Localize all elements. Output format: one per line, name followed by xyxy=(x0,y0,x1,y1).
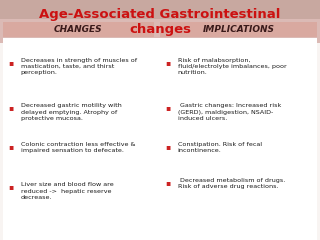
FancyBboxPatch shape xyxy=(0,0,320,19)
Text: ▪: ▪ xyxy=(165,58,170,66)
Text: ▪: ▪ xyxy=(8,142,13,151)
Text: Gastric changes: Increased risk
(GERD), maldigestion, NSAID-
induced ulcers.: Gastric changes: Increased risk (GERD), … xyxy=(178,103,281,121)
Text: Age-Associated Gastrointestinal: Age-Associated Gastrointestinal xyxy=(39,8,281,21)
Text: Colonic contraction less effective &
impaired sensation to defecate.: Colonic contraction less effective & imp… xyxy=(21,142,135,153)
Text: ▪: ▪ xyxy=(165,103,170,112)
Text: ▪: ▪ xyxy=(8,58,13,66)
Text: ▪: ▪ xyxy=(8,103,13,112)
Text: Decreased gastric motility with
delayed emptying. Atrophy of
protective mucosa.: Decreased gastric motility with delayed … xyxy=(21,103,122,121)
Text: Liver size and blood flow are
reduced ->  hepatic reserve
decrease.: Liver size and blood flow are reduced ->… xyxy=(21,182,114,200)
Text: Decreased metabolism of drugs.
Risk of adverse drug reactions.: Decreased metabolism of drugs. Risk of a… xyxy=(178,178,285,189)
Text: Constipation. Risk of fecal
incontinence.: Constipation. Risk of fecal incontinence… xyxy=(178,142,262,153)
FancyBboxPatch shape xyxy=(0,0,320,43)
FancyBboxPatch shape xyxy=(3,22,154,37)
Text: Risk of malabsorption,
fluid/electrolyte imbalances, poor
nutrition.: Risk of malabsorption, fluid/electrolyte… xyxy=(178,58,286,75)
Text: changes: changes xyxy=(129,23,191,36)
Text: ▪: ▪ xyxy=(165,142,170,151)
Text: ▪: ▪ xyxy=(8,182,13,192)
Text: IMPLICATIONS: IMPLICATIONS xyxy=(203,25,274,34)
FancyBboxPatch shape xyxy=(160,22,317,37)
FancyBboxPatch shape xyxy=(3,38,317,240)
Text: Decreases in strength of muscles of
mastication, taste, and thirst
perception.: Decreases in strength of muscles of mast… xyxy=(21,58,137,75)
Text: CHANGES: CHANGES xyxy=(54,25,103,34)
Text: ▪: ▪ xyxy=(165,178,170,187)
